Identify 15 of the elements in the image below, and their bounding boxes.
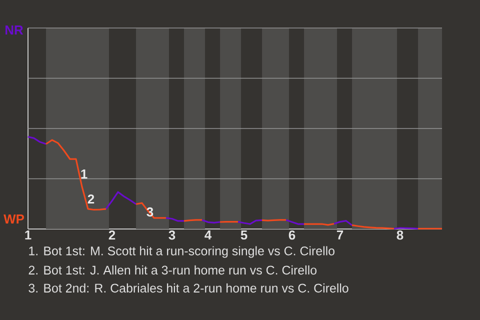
x-tick-label: 4 (204, 230, 212, 240)
x-tick-label: 5 (240, 230, 248, 240)
text: WP (4, 214, 24, 224)
text: 2. Bot 1st: J. Allen hit a 3-run home run vs C. Cirello (28, 265, 317, 275)
x-tick-label: 7 (336, 230, 344, 240)
x-tick-label: 1 (25, 230, 32, 240)
x-tick-label: 6 (288, 230, 296, 240)
x-tick-label: 2 (108, 230, 116, 240)
text: 3. Bot 2nd: R. Cabriales hit a 2-run home run vs C. Cirello (28, 283, 348, 293)
x-tick-label: 3 (168, 230, 176, 240)
annotation: 2 (88, 194, 94, 204)
text: 1. Bot 1st: M. Scott hit a run-scoring single vs C. Cirello (29, 246, 334, 258)
x-tick-label: 8 (396, 230, 404, 240)
annotation: 1 (81, 170, 88, 178)
text: NR (6, 26, 24, 34)
